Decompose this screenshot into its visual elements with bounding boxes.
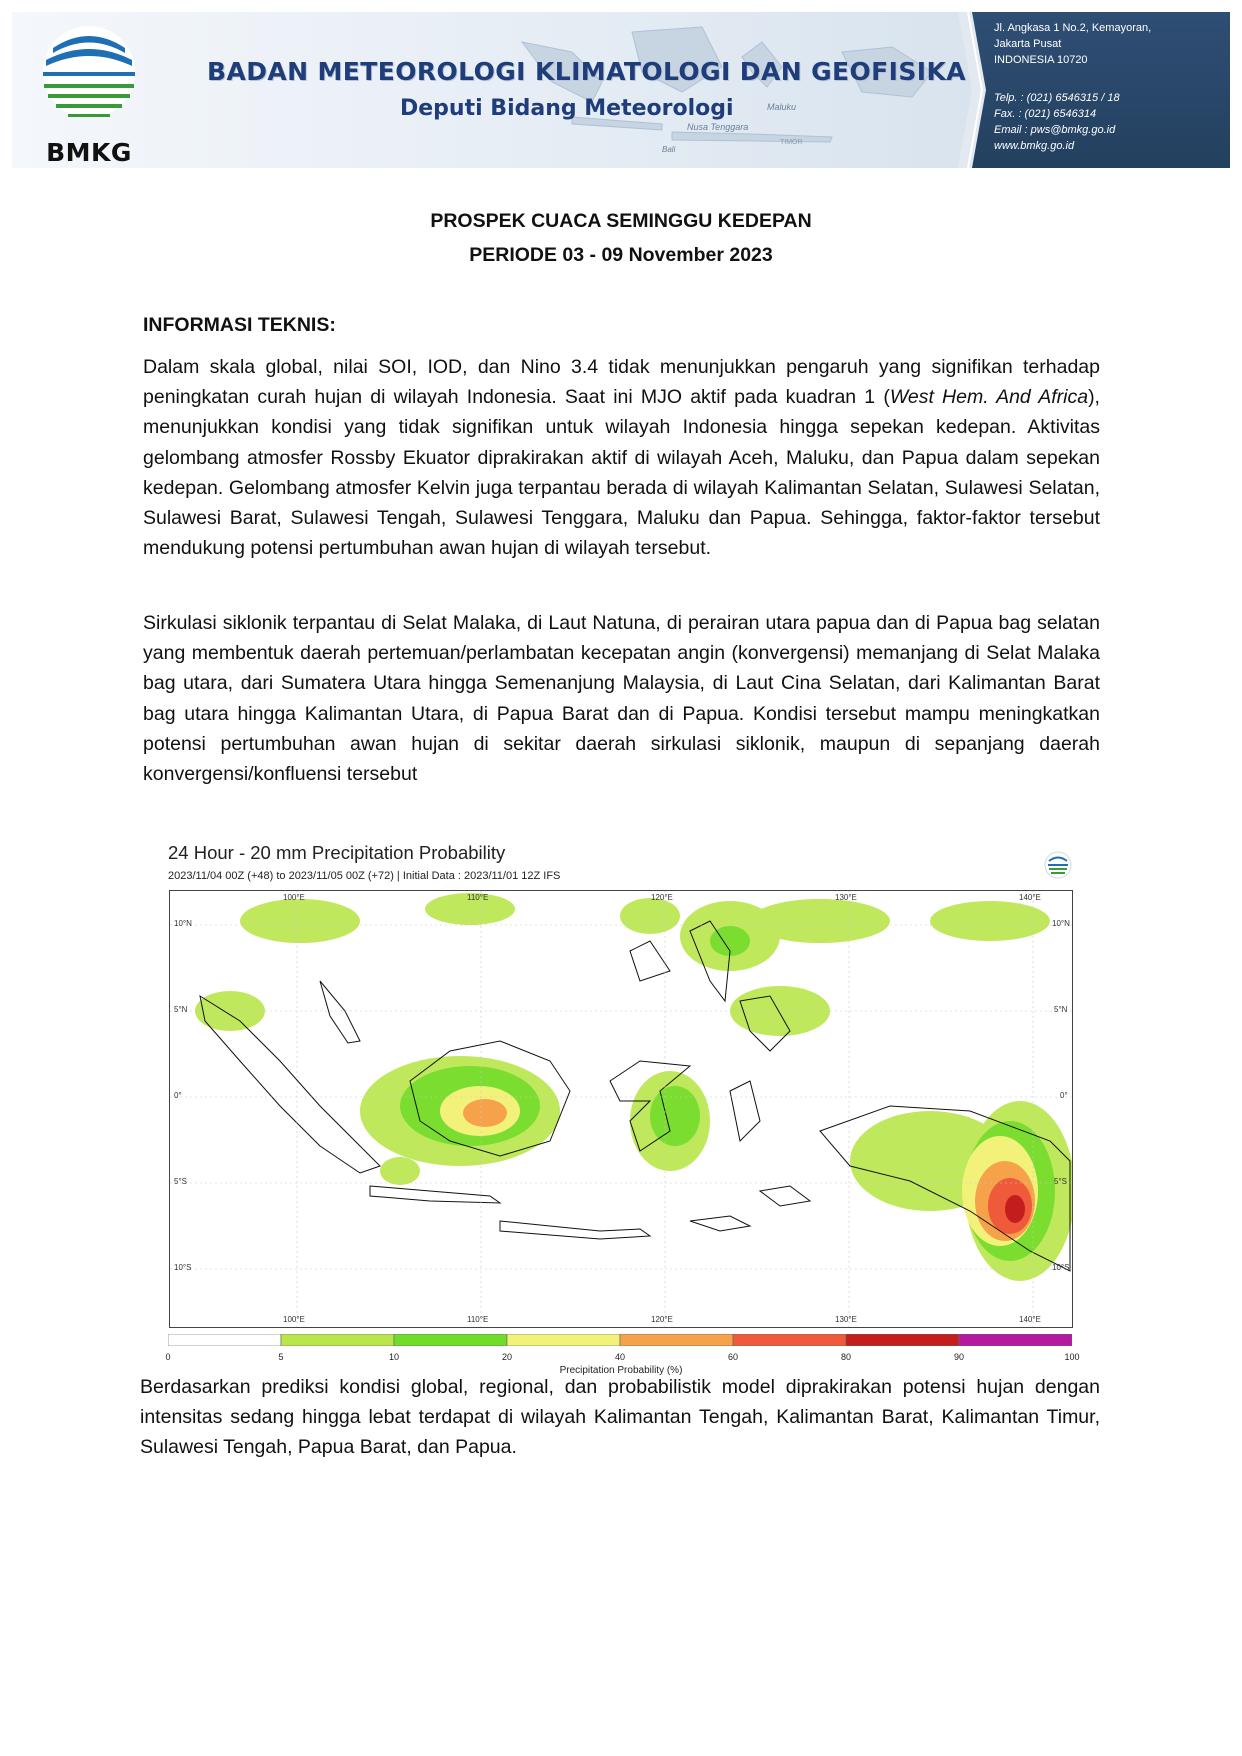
- division-name: Deputi Bidang Meteorologi: [400, 96, 734, 121]
- paragraph-1-part-b: ), menunjukkan kondisi yang tidak signif…: [143, 386, 1100, 560]
- indonesia-map-watermark: Maluku Nusa Tenggara Bali TIMOR: [520, 26, 933, 154]
- lat-label: 10°N: [174, 919, 192, 928]
- lon-label: 120°E: [651, 893, 673, 902]
- colorbar-segment: [168, 1334, 282, 1346]
- address-line: Jakarta Pusat: [994, 38, 1062, 50]
- graticule: [170, 891, 1072, 1327]
- colorbar-tick-label: 100: [1064, 1352, 1080, 1362]
- map-label-timor: TIMOR: [780, 139, 803, 146]
- paragraph-1-italic: West Hem. And Africa: [889, 386, 1089, 409]
- colorbar-tick-label: 20: [501, 1352, 513, 1362]
- precipitation-map: 10°N 5°N 0° 5°S 10°S 10°N 5°N 0° 5°S 10°…: [169, 890, 1073, 1328]
- contact-panel: Jl. Angkasa 1 No.2, Kemayoran, Jakarta P…: [958, 12, 1230, 168]
- lat-label: 0°: [1060, 1091, 1068, 1100]
- figure-subtitle: 2023/11/04 00Z (+48) to 2023/11/05 00Z (…: [168, 870, 561, 882]
- colorbar-segment: [280, 1334, 395, 1346]
- contact-block: Telp. : (021) 6546315 / 18 Fax. : (021) …: [994, 90, 1120, 154]
- logo-text: BMKG: [46, 138, 132, 167]
- website-link[interactable]: www.bmkg.go.id: [994, 140, 1075, 152]
- lat-label: 10°S: [174, 1263, 192, 1272]
- paragraph-3: Berdasarkan prediksi kondisi global, reg…: [140, 1376, 1100, 1459]
- colorbar-segment: [506, 1334, 621, 1346]
- lon-label: 100°E: [283, 893, 305, 902]
- colorbar-tick-label: 10: [388, 1352, 400, 1362]
- bmkg-emblem-icon: [43, 26, 135, 118]
- email-line[interactable]: Email : pws@bmkg.go.id: [994, 124, 1116, 136]
- colorbar-tick-label: 40: [614, 1352, 626, 1362]
- lon-label: 100°E: [283, 1315, 305, 1324]
- lat-label: 0°: [174, 1091, 182, 1100]
- lon-label: 110°E: [467, 1315, 489, 1324]
- address-line: Jl. Angkasa 1 No.2, Kemayoran,: [994, 22, 1152, 34]
- colorbar-segment: [619, 1334, 734, 1346]
- lon-label: 130°E: [835, 893, 857, 902]
- colorbar-tick-label: 80: [840, 1352, 852, 1362]
- colorbar-segment: [732, 1334, 847, 1346]
- map-canvas: [170, 891, 1072, 1327]
- lat-label: 5°S: [1054, 1177, 1067, 1186]
- lon-label: 140°E: [1019, 1315, 1041, 1324]
- lat-label: 10°S: [1052, 1263, 1070, 1272]
- colorbar-tick-label: 0: [165, 1352, 171, 1362]
- bmkg-logo: BMKG: [34, 20, 144, 167]
- coastlines: [199, 920, 1071, 1272]
- colorbar: [168, 1334, 1072, 1346]
- lat-label: 10°N: [1052, 919, 1070, 928]
- document-title: PROSPEK CUACA SEMINGGU KEDEPAN: [430, 210, 812, 232]
- letterhead: Maluku Nusa Tenggara Bali TIMOR BMKG BAD…: [12, 12, 1230, 168]
- address-line: INDONESIA 10720: [994, 54, 1088, 66]
- colorbar-segment: [958, 1334, 1072, 1346]
- map-label-bali: Bali: [662, 145, 676, 154]
- precip-areas: [195, 893, 1072, 1281]
- colorbar-tick-label: 60: [727, 1352, 739, 1362]
- paragraph-1-part-a: Dalam skala global, nilai SOI, IOD, dan …: [143, 356, 1100, 409]
- figure-title: 24 Hour - 20 mm Precipitation Probabilit…: [168, 842, 506, 863]
- colorbar-segment: [393, 1334, 508, 1346]
- lat-label: 5°N: [174, 1005, 188, 1014]
- lon-label: 140°E: [1019, 893, 1041, 902]
- colorbar-segment: [845, 1334, 960, 1346]
- lon-label: 120°E: [651, 1315, 673, 1324]
- panel-chevron-decoration: [958, 12, 986, 168]
- lat-label: 5°N: [1054, 1005, 1068, 1014]
- colorbar-tick-label: 90: [953, 1352, 965, 1362]
- address-block: Jl. Angkasa 1 No.2, Kemayoran, Jakarta P…: [994, 20, 1151, 68]
- fax-line: Fax. : (021) 6546314: [994, 108, 1097, 120]
- precipitation-figure: 24 Hour - 20 mm Precipitation Probabilit…: [163, 838, 1080, 1376]
- agency-name: BADAN METEOROLOGI KLIMATOLOGI DAN GEOFIS…: [207, 57, 966, 86]
- lat-label: 5°S: [174, 1177, 187, 1186]
- map-label-maluku: Maluku: [767, 102, 796, 112]
- document-period: PERIODE 03 - 09 November 2023: [469, 244, 773, 266]
- paragraph-1: Dalam skala global, nilai SOI, IOD, dan …: [143, 352, 1100, 563]
- section-heading: INFORMASI TEKNIS:: [143, 314, 336, 336]
- phone-line: Telp. : (021) 6546315 / 18: [994, 92, 1120, 104]
- paragraph-2: Sirkulasi siklonik terpantau di Selat Ma…: [143, 612, 1100, 786]
- bmkg-small-logo-icon: [1044, 851, 1072, 879]
- lon-label: 110°E: [467, 893, 489, 902]
- lon-label: 130°E: [835, 1315, 857, 1324]
- colorbar-tick-label: 5: [278, 1352, 284, 1362]
- colorbar-label: Precipitation Probability (%): [559, 1365, 683, 1376]
- map-label-nusa-tenggara: Nusa Tenggara: [687, 122, 748, 132]
